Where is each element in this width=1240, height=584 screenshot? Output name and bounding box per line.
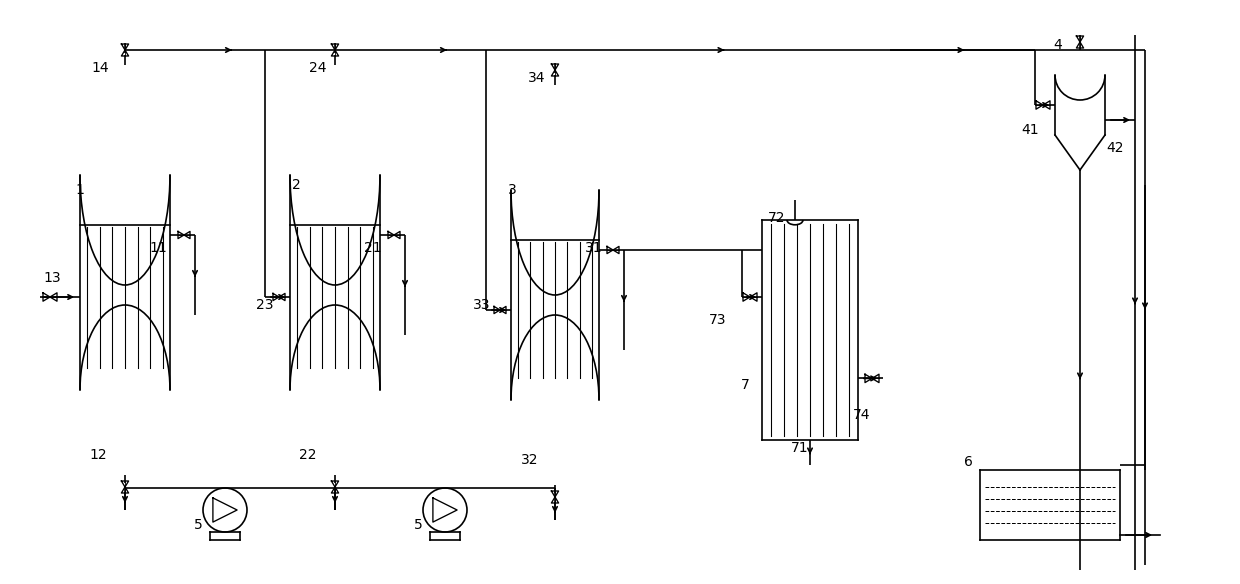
Text: 6: 6	[963, 455, 972, 469]
Text: 74: 74	[853, 408, 870, 422]
Text: 5: 5	[193, 518, 202, 532]
Text: 5: 5	[414, 518, 423, 532]
Text: 32: 32	[521, 453, 538, 467]
Text: 11: 11	[149, 241, 167, 255]
Text: 12: 12	[89, 448, 107, 462]
Text: 34: 34	[528, 71, 546, 85]
Text: 71: 71	[791, 441, 808, 455]
Text: 24: 24	[309, 61, 327, 75]
Text: 4: 4	[1054, 38, 1063, 52]
Text: 7: 7	[740, 378, 749, 392]
Text: 14: 14	[92, 61, 109, 75]
Text: 42: 42	[1106, 141, 1123, 155]
Text: 23: 23	[257, 298, 274, 312]
Text: 2: 2	[291, 178, 300, 192]
Text: 33: 33	[474, 298, 491, 312]
Text: 3: 3	[507, 183, 516, 197]
Text: 72: 72	[769, 211, 786, 225]
Text: 31: 31	[585, 241, 603, 255]
Text: 21: 21	[365, 241, 382, 255]
Text: 41: 41	[1022, 123, 1039, 137]
Text: 73: 73	[709, 313, 727, 327]
Text: 13: 13	[43, 271, 61, 285]
Text: 1: 1	[76, 183, 84, 197]
Text: 22: 22	[299, 448, 316, 462]
